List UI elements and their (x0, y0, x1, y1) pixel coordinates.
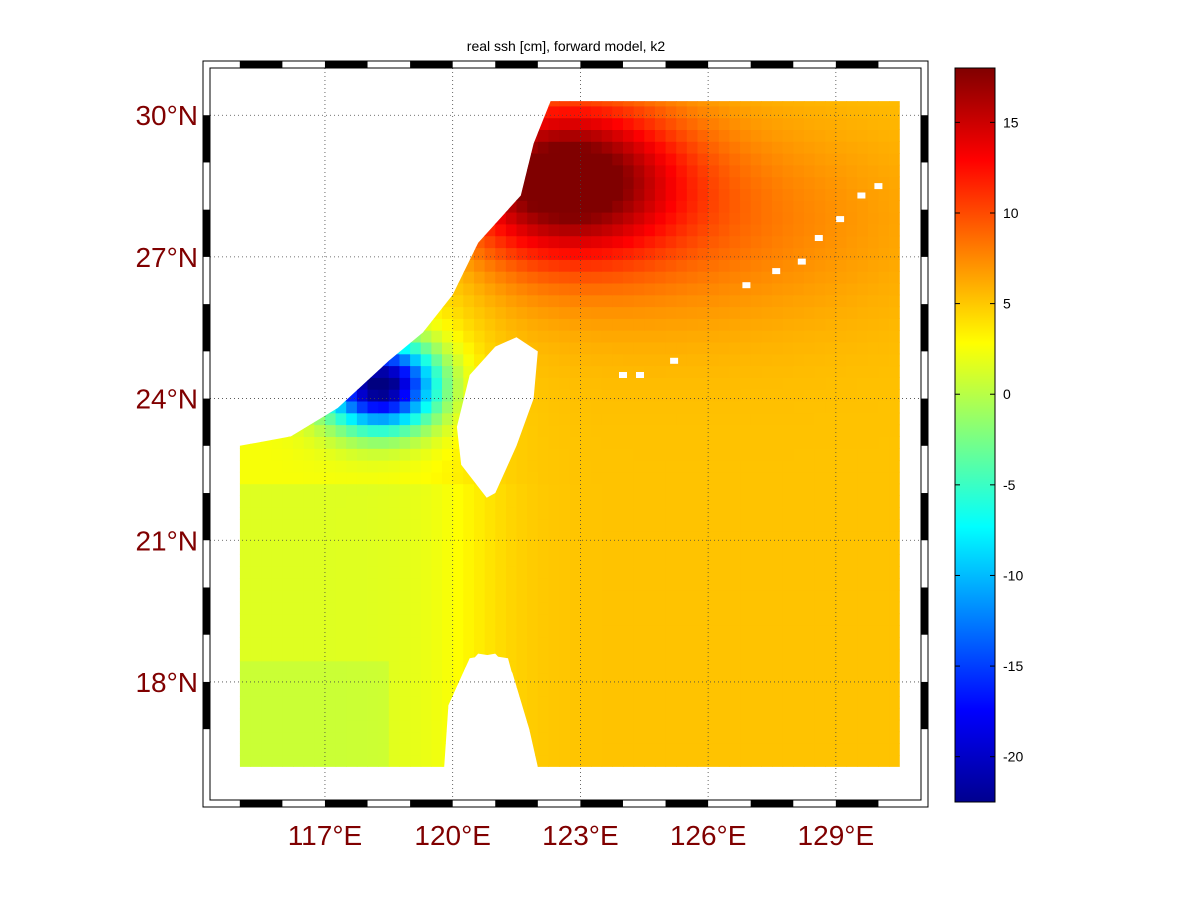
longitude-labels: 117°E 120°E 123°E 126°E 129°E (288, 820, 874, 851)
ssh-field (239, 101, 900, 767)
colorbar-tick-label: 10 (1003, 205, 1019, 221)
graticule (210, 68, 921, 800)
colorbar-tick-label: -5 (1003, 477, 1016, 493)
chart-title: real ssh [cm], forward model, k2 (467, 38, 666, 54)
luzon-land (448, 653, 530, 767)
lat-tick-label: 18°N (135, 667, 198, 698)
colorbar-gradient (954, 67, 996, 803)
lon-tick-label: 129°E (798, 820, 875, 851)
latitude-labels: 30°N 27°N 24°N 21°N 18°N (135, 100, 198, 698)
colorbar-tick-label: -15 (1003, 658, 1023, 674)
colorbar-ticks: 15 10 5 0 -5 -10 -15 -20 (955, 114, 1023, 765)
colorbar-tick-label: 0 (1003, 386, 1011, 402)
colorbar-tick-label: 15 (1003, 114, 1019, 130)
lon-tick-label: 120°E (414, 820, 491, 851)
lon-tick-label: 126°E (670, 820, 747, 851)
lon-tick-label: 117°E (288, 820, 363, 851)
lat-tick-label: 30°N (135, 100, 198, 131)
colorbar-tick-label: 5 (1003, 296, 1011, 312)
lat-tick-label: 27°N (135, 242, 198, 273)
colorbar-tick-label: -20 (1003, 749, 1023, 765)
lat-tick-label: 21°N (135, 525, 198, 556)
colorbar-tick-label: -10 (1003, 567, 1023, 583)
taiwan-land (456, 337, 538, 498)
lon-tick-label: 123°E (542, 820, 619, 851)
lat-tick-label: 24°N (135, 384, 198, 415)
map-border (202, 60, 929, 808)
map-frame: 117°E 120°E 123°E 126°E 129°E 30°N 27°N 24°N 21… (135, 60, 929, 851)
colorbar: 15 10 5 0 -5 -10 -15 -20 (954, 67, 1023, 803)
